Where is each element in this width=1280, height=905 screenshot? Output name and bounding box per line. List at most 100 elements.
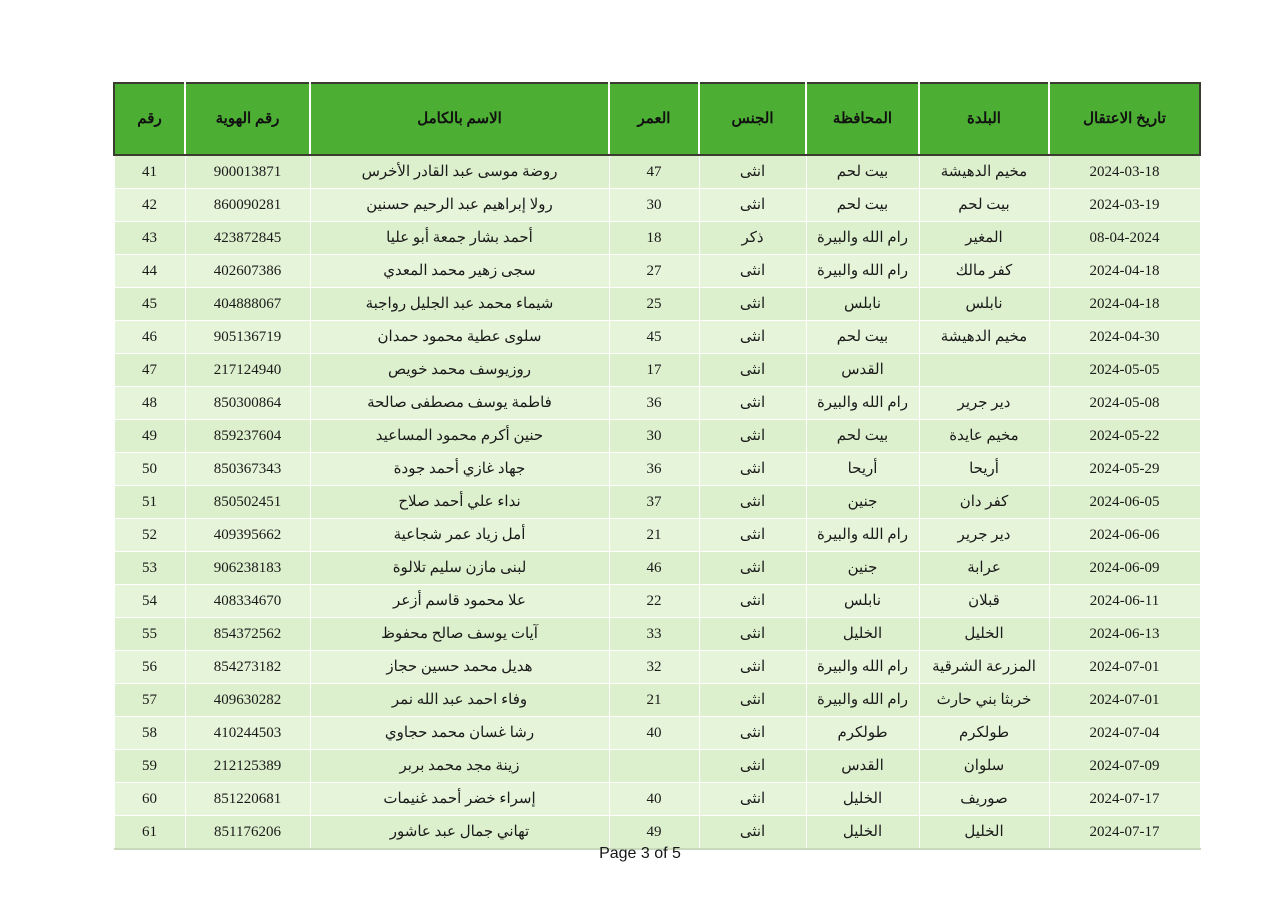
detainees-table: تاريخ الاعتقال البلدة المحافظة الجنس الع… xyxy=(113,82,1201,850)
cell-name: رشا غسان محمد حجاوي xyxy=(309,716,610,750)
cell-date: 2024-07-01 xyxy=(1048,650,1201,684)
cell-gender: انثى xyxy=(698,650,807,684)
cell-gender: انثى xyxy=(698,584,807,618)
table-row: 08-04-2024 المغير رام الله والبيرة ذكر 18 أحم… xyxy=(113,221,1201,255)
cell-date: 2024-07-17 xyxy=(1048,815,1201,850)
cell-id: 409395662 xyxy=(184,518,311,552)
cell-governorate: القدس xyxy=(805,353,920,387)
cell-id: 860090281 xyxy=(184,188,311,222)
cell-id: 851220681 xyxy=(184,782,311,816)
cell-town: مخيم عايدة xyxy=(918,419,1050,453)
table-row: 2024-06-06 دير جرير رام الله والبيرة انثى 21… xyxy=(113,518,1201,552)
table-row: 2024-03-18 مخيم الدهيشة بيت لحم انثى 47 روضة … xyxy=(113,155,1201,189)
cell-governorate: القدس xyxy=(805,749,920,783)
cell-age: 45 xyxy=(608,320,700,354)
cell-gender: انثى xyxy=(698,452,807,486)
cell-num: 55 xyxy=(113,617,186,651)
cell-town: الخليل xyxy=(918,617,1050,651)
cell-town: الخليل xyxy=(918,815,1050,850)
cell-gender: انثى xyxy=(698,485,807,519)
cell-name: لبنى مازن سليم تلالوة xyxy=(309,551,610,585)
cell-governorate: بيت لحم xyxy=(805,320,920,354)
cell-id: 409630282 xyxy=(184,683,311,717)
cell-name: سلوى عطية محمود حمدان xyxy=(309,320,610,354)
cell-name: فاطمة يوسف مصطفى صالحة xyxy=(309,386,610,420)
cell-governorate: رام الله والبيرة xyxy=(805,221,920,255)
column-header-id: رقم الهوية xyxy=(184,82,311,156)
cell-name: تهاني جمال عبد عاشور xyxy=(309,815,610,850)
cell-id: 404888067 xyxy=(184,287,311,321)
cell-name: علا محمود قاسم أزعر xyxy=(309,584,610,618)
cell-governorate: الخليل xyxy=(805,782,920,816)
cell-age: 40 xyxy=(608,782,700,816)
table-row: 2024-06-05 كفر دان جنين انثى 37 نداء علي أحمد… xyxy=(113,485,1201,519)
cell-town: نابلس xyxy=(918,287,1050,321)
cell-id: 854372562 xyxy=(184,617,311,651)
cell-date: 2024-03-19 xyxy=(1048,188,1201,222)
cell-town: قبلان xyxy=(918,584,1050,618)
column-header-governorate: المحافظة xyxy=(805,82,920,156)
cell-num: 48 xyxy=(113,386,186,420)
cell-num: 54 xyxy=(113,584,186,618)
cell-gender: انثى xyxy=(698,287,807,321)
cell-name: أحمد بشار جمعة أبو عليا xyxy=(309,221,610,255)
cell-num: 57 xyxy=(113,683,186,717)
cell-gender: انثى xyxy=(698,683,807,717)
cell-id: 851176206 xyxy=(184,815,311,850)
cell-age: 32 xyxy=(608,650,700,684)
table-row: 2024-04-18 نابلس نابلس انثى 25 شيماء محمد عبد… xyxy=(113,287,1201,321)
cell-id: 850502451 xyxy=(184,485,311,519)
cell-town: سلوان xyxy=(918,749,1050,783)
cell-id: 906238183 xyxy=(184,551,311,585)
cell-age: 22 xyxy=(608,584,700,618)
cell-age: 17 xyxy=(608,353,700,387)
cell-age xyxy=(608,749,700,783)
cell-town: بيت لحم xyxy=(918,188,1050,222)
cell-id: 900013871 xyxy=(184,155,311,189)
cell-name: رولا إبراهيم عبد الرحيم حسنين xyxy=(309,188,610,222)
cell-id: 212125389 xyxy=(184,749,311,783)
cell-age: 36 xyxy=(608,386,700,420)
cell-governorate: رام الله والبيرة xyxy=(805,518,920,552)
column-header-gender: الجنس xyxy=(698,82,807,156)
cell-date: 08-04-2024 xyxy=(1048,221,1201,255)
table-row: 2024-07-01 خربثا بني حارث رام الله والبيرة… xyxy=(113,683,1201,717)
table-row: 2024-07-17 صوريف الخليل انثى 40 إسراء خضر أحم… xyxy=(113,782,1201,816)
column-header-date: تاريخ الاعتقال xyxy=(1048,82,1201,156)
cell-id: 402607386 xyxy=(184,254,311,288)
table-header: تاريخ الاعتقال البلدة المحافظة الجنس الع… xyxy=(113,82,1201,156)
cell-age: 37 xyxy=(608,485,700,519)
cell-governorate: رام الله والبيرة xyxy=(805,650,920,684)
cell-num: 47 xyxy=(113,353,186,387)
cell-governorate: جنين xyxy=(805,485,920,519)
cell-num: 46 xyxy=(113,320,186,354)
cell-town: دير جرير xyxy=(918,518,1050,552)
cell-gender: انثى xyxy=(698,419,807,453)
cell-town: المغير xyxy=(918,221,1050,255)
cell-date: 2024-05-05 xyxy=(1048,353,1201,387)
page-footer: Page 3 of 5 xyxy=(599,845,681,862)
cell-date: 2024-06-06 xyxy=(1048,518,1201,552)
cell-id: 905136719 xyxy=(184,320,311,354)
cell-num: 61 xyxy=(113,815,186,850)
table-row: 2024-07-17 الخليل الخليل انثى 49 تهاني جمال ع… xyxy=(113,815,1201,850)
cell-date: 2024-06-05 xyxy=(1048,485,1201,519)
cell-num: 43 xyxy=(113,221,186,255)
cell-name: روضة موسى عبد القادر الأخرس xyxy=(309,155,610,189)
cell-governorate: بيت لحم xyxy=(805,419,920,453)
cell-date: 2024-04-30 xyxy=(1048,320,1201,354)
cell-name: زينة مجد محمد بربر xyxy=(309,749,610,783)
cell-name: حنين أكرم محمود المساعيد xyxy=(309,419,610,453)
cell-gender: انثى xyxy=(698,518,807,552)
cell-id: 217124940 xyxy=(184,353,311,387)
cell-governorate: رام الله والبيرة xyxy=(805,254,920,288)
cell-num: 58 xyxy=(113,716,186,750)
cell-num: 49 xyxy=(113,419,186,453)
cell-age: 21 xyxy=(608,518,700,552)
cell-date: 2024-04-18 xyxy=(1048,287,1201,321)
cell-num: 51 xyxy=(113,485,186,519)
cell-id: 854273182 xyxy=(184,650,311,684)
table-row: 2024-05-05 القدس انثى 17 روزيوسف محمد خويص 21… xyxy=(113,353,1201,387)
cell-num: 60 xyxy=(113,782,186,816)
